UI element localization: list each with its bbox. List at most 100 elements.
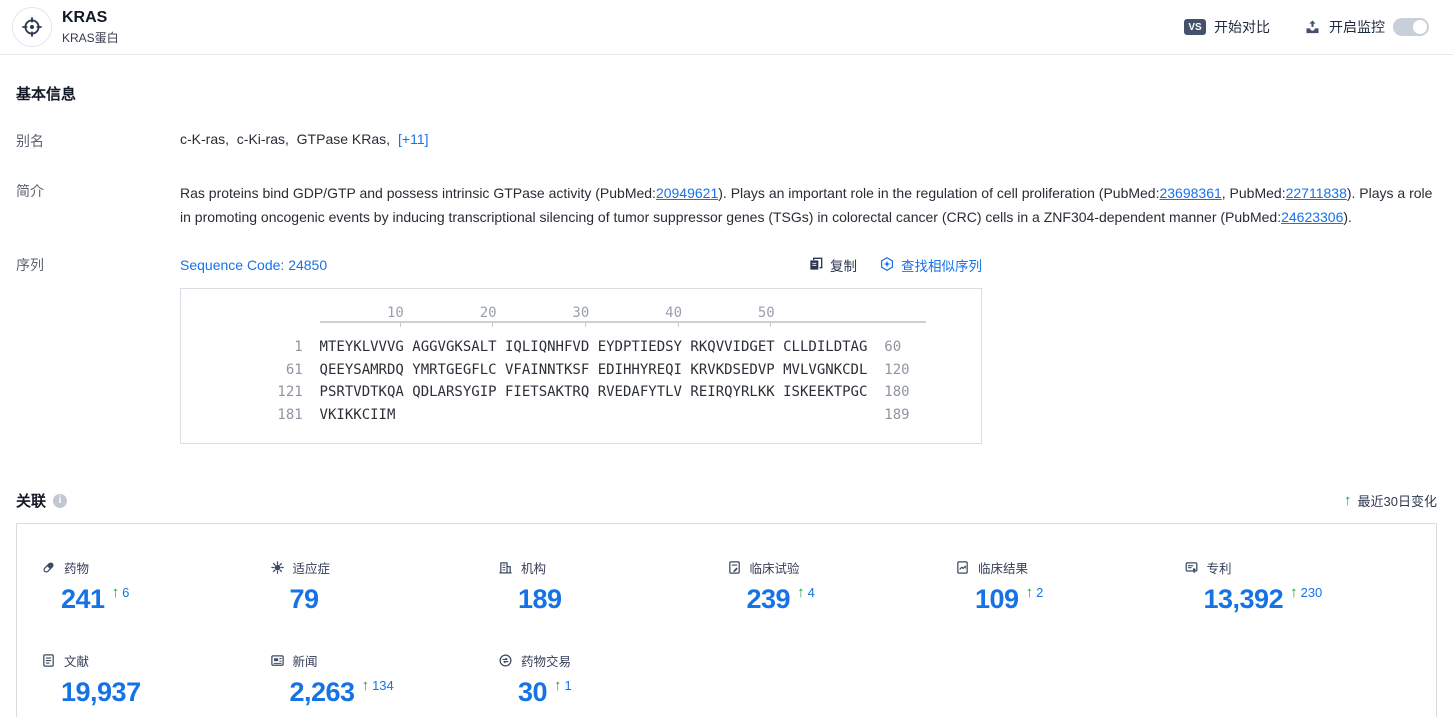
stat-delta: ↑ 6	[111, 584, 130, 602]
stat-item: 专利 13,392 ↑ 230	[1184, 558, 1413, 613]
stat-label: 机构	[521, 562, 547, 576]
copy-button-label: 复制	[830, 259, 857, 274]
pubmed-link[interactable]: 22711838	[1285, 185, 1347, 201]
sequence-characters: PSRTVDTKQA QDLARSYGIP FIETSAKTRQ RVEDAFY…	[319, 384, 868, 400]
drug-deal-icon	[498, 653, 513, 668]
organization-icon	[498, 560, 513, 575]
monitor-icon	[1304, 19, 1321, 36]
sequence-characters: VKIKKCIIM	[319, 406, 868, 423]
news-icon	[270, 653, 285, 668]
stat-item: 药物 241 ↑ 6	[41, 558, 270, 613]
associations-header: 关联 i ↑ 最近30日变化	[16, 490, 1437, 511]
sequence-row: 序列 Sequence Code: 24850 复制	[16, 255, 1437, 444]
ruler-tick	[492, 323, 494, 327]
up-arrow-icon: ↑	[1290, 584, 1298, 601]
stat-value[interactable]: 19,937	[61, 677, 141, 708]
stat-delta-value: 230	[1300, 585, 1323, 600]
stat-item: 适应症 79	[270, 558, 499, 613]
stat-value[interactable]: 13,392	[1203, 584, 1284, 614]
compare-button[interactable]: VS 开始对比	[1184, 17, 1270, 37]
ruler-tick	[677, 323, 679, 327]
stat-delta: ↑ 1	[554, 678, 572, 695]
monitor-label: 开启监控	[1329, 19, 1385, 35]
sequence-start-index: 121	[277, 384, 303, 400]
toggle-knob	[1413, 20, 1427, 34]
pubmed-link[interactable]: 20949621	[655, 185, 719, 201]
find-similar-label: 查找相似序列	[901, 259, 982, 274]
stat-delta: ↑ 2	[1025, 584, 1044, 602]
stat-item: 临床结果 109 ↑ 2	[955, 558, 1184, 613]
up-arrow-icon: ↑	[1344, 492, 1352, 509]
stat-value[interactable]: 30	[518, 677, 548, 708]
associations-title: 关联	[16, 493, 47, 510]
stat-delta-value: 2	[1036, 585, 1044, 600]
virus-icon	[270, 560, 285, 575]
sequence-characters: MTEYKLVVVG AGGVGKSALT IQLIQNHFVD EYDPTIE…	[319, 339, 868, 355]
stat-label: 适应症	[292, 562, 331, 576]
similar-sequence-icon	[879, 256, 895, 275]
sequence-line: 121 PSRTVDTKQA QDLARSYGIP FIETSAKTRQ RVED…	[269, 381, 981, 404]
alias-label: 别名	[16, 133, 44, 149]
pubmed-link[interactable]: 24623306	[1281, 209, 1344, 225]
sequence-end-index: 60	[884, 339, 902, 355]
target-logo-icon	[12, 7, 52, 47]
monitor-toggle[interactable]	[1393, 18, 1429, 36]
stat-value[interactable]: 241	[61, 584, 105, 614]
stat-value[interactable]: 2,263	[289, 677, 356, 708]
literature-icon	[41, 653, 56, 668]
intro-label: 简介	[16, 183, 44, 199]
sequence-code-link[interactable]: Sequence Code: 24850	[180, 257, 328, 273]
stat-item: 药物交易 30 ↑ 1	[498, 651, 727, 708]
up-arrow-icon: ↑	[797, 584, 805, 601]
copy-sequence-button[interactable]: 复制	[808, 255, 857, 275]
stat-item: 新闻 2,263 ↑ 134	[270, 651, 499, 708]
clinical-trial-icon	[727, 560, 742, 575]
up-arrow-icon: ↑	[111, 584, 120, 601]
monitor-control: 开启监控	[1304, 17, 1429, 37]
clinical-result-icon	[955, 560, 970, 575]
sequence-start-index: 1	[294, 339, 303, 355]
page-subtitle: KRAS蛋白	[62, 31, 119, 45]
intro-row: 简介 Ras proteins bind GDP/GTP and possess…	[16, 181, 1437, 229]
ruler-tick	[770, 323, 772, 327]
up-arrow-icon: ↑	[1025, 584, 1034, 601]
ruler-tick-labels: 10 20 30 40 50	[319, 305, 775, 321]
recent-change-legend: ↑ 最近30日变化	[1344, 491, 1437, 510]
sequence-end-index: 180	[884, 384, 910, 400]
sequence-end-index: 120	[884, 361, 910, 378]
sequence-line: 61 QEEYSAMRDQ YMRTGEGFLC VFAINNTKSF EDIHH…	[269, 359, 981, 382]
stat-value[interactable]: 109	[975, 584, 1019, 614]
info-icon[interactable]: i	[53, 493, 68, 508]
stat-delta-value: 6	[122, 585, 130, 600]
stat-label: 专利	[1206, 562, 1232, 576]
compare-button-label: 开始对比	[1214, 19, 1270, 35]
stat-value[interactable]: 189	[518, 584, 562, 614]
recent-change-label: 最近30日变化	[1357, 494, 1437, 509]
alias-row: 别名 c-K-ras, c-Ki-ras, GTPase KRas, [+11]	[16, 131, 1437, 151]
vs-badge-icon: VS	[1184, 19, 1206, 35]
capsule-icon	[41, 560, 56, 575]
up-arrow-icon: ↑	[554, 677, 562, 695]
sequence-end-index: 189	[884, 406, 910, 423]
sequence-line: 181 VKIKKCIIM 189	[269, 404, 981, 427]
stat-item: 机构 189	[498, 558, 727, 613]
stat-label: 药物	[64, 562, 90, 576]
sequence-label: 序列	[16, 257, 44, 273]
stat-item: 文献 19,937	[41, 651, 270, 708]
stat-label: 临床结果	[978, 562, 1029, 576]
page-header: KRAS KRAS蛋白 VS 开始对比 开启监控	[0, 0, 1453, 55]
stat-delta-value: 134	[372, 678, 394, 694]
page-title: KRAS	[62, 9, 108, 26]
alias-values: c-K-ras, c-Ki-ras, GTPase KRas,	[180, 131, 391, 147]
alias-more-link[interactable]: [+11]	[398, 131, 429, 147]
stat-value[interactable]: 239	[746, 584, 791, 614]
stat-label: 新闻	[292, 655, 318, 670]
pubmed-link[interactable]: 23698361	[1159, 185, 1222, 201]
sequence-start-index: 61	[285, 361, 303, 378]
sequence-ruler: 10 20 30 40 50	[319, 305, 927, 327]
ruler-tick	[399, 323, 401, 327]
stat-value[interactable]: 79	[289, 584, 320, 614]
patent-icon	[1184, 560, 1199, 575]
find-similar-sequence-button[interactable]: 查找相似序列	[879, 255, 982, 275]
associations-card: 药物 241 ↑ 6 适应症 79 机构 189 临床试验 239 ↑ 4 临床结果 109 ↑ 2 专利 13,…	[16, 523, 1437, 717]
